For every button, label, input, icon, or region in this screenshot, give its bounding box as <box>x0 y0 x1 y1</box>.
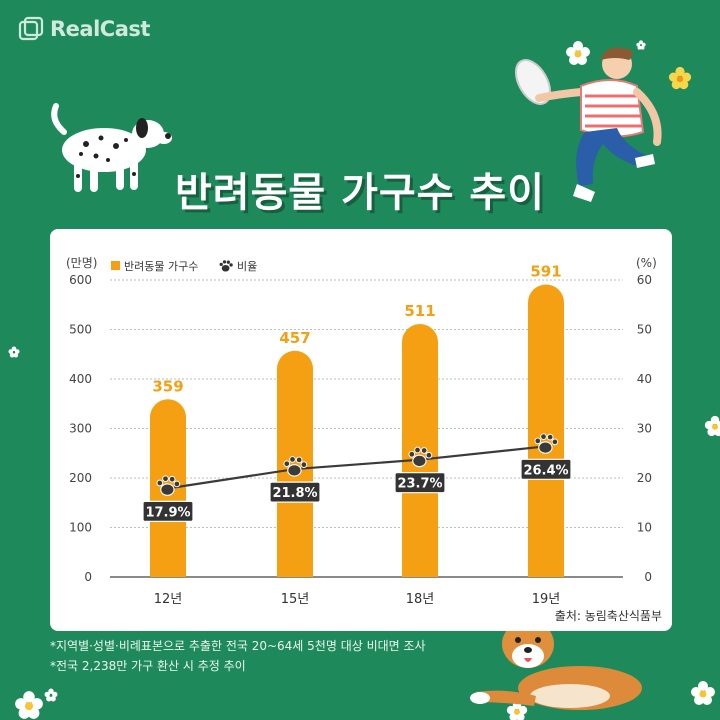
bar-labels: 359 457 511 591 <box>152 262 561 395</box>
bar-value-label: 457 <box>279 329 310 347</box>
footnote: *지역별·성별·비례표본으로 추출한 전국 20~64세 5천명 대상 비대면 … <box>50 639 426 653</box>
ratio-value-label: 21.8% <box>272 486 317 501</box>
source-text: 출처: 농림축산식품부 <box>555 609 662 623</box>
flower-icon <box>8 346 20 358</box>
bar-value-label: 511 <box>404 302 435 320</box>
left-tick-label: 600 <box>69 273 92 287</box>
page-title: 반려동물 가구수 추이 <box>174 170 546 216</box>
dalmatian-dog-illustration <box>51 103 172 192</box>
paw-marker-icon <box>156 475 181 496</box>
x-tick-label: 18년 <box>406 592 435 607</box>
flower-icon <box>44 688 58 702</box>
paw-marker-icon <box>283 456 308 477</box>
legend-bar-label: 반려동물 가구수 <box>124 260 198 273</box>
paw-marker-icon <box>534 433 559 454</box>
logo-text: RealCast <box>50 17 150 41</box>
legend-bar-swatch <box>111 261 120 270</box>
right-axis: (%) 0 10 20 30 40 50 60 <box>636 256 657 584</box>
ratio-badge <box>520 458 572 480</box>
x-tick-label: 15년 <box>281 592 310 607</box>
man-with-frisbee-illustration <box>514 47 662 202</box>
ratio-badge <box>269 481 321 503</box>
x-tick-label: 12년 <box>154 592 183 607</box>
left-tick-label: 500 <box>69 323 92 337</box>
flower-icon <box>636 40 646 50</box>
flower-icon <box>691 681 715 705</box>
left-tick-label: 300 <box>69 422 92 436</box>
bar-value-label: 591 <box>530 262 561 280</box>
logo: RealCast <box>18 16 150 42</box>
right-tick-label: 30 <box>637 422 652 436</box>
right-tick-label: 40 <box>637 372 652 386</box>
left-axis: (만명) 0 100 200 300 400 500 600 <box>66 256 97 584</box>
x-axis-labels: 12년 15년 18년 19년 <box>154 592 561 607</box>
right-tick-label: 50 <box>637 323 652 337</box>
legend-line-label: 비율 <box>237 260 257 273</box>
left-tick-label: 200 <box>69 471 92 485</box>
ratio-value-label: 26.4% <box>523 463 568 478</box>
x-tick-label: 19년 <box>532 592 561 607</box>
logo-icon <box>18 16 44 41</box>
right-tick-label: 20 <box>637 471 652 485</box>
right-tick-label: 60 <box>637 273 652 287</box>
ratio-value-label: 23.7% <box>397 477 442 492</box>
bar <box>277 350 313 577</box>
bar-line-chart: (만명) 0 100 200 300 400 500 600 (%) 0 10 20 30 40 50… <box>66 256 662 623</box>
flower-icon <box>566 41 590 65</box>
ratio-badge <box>394 472 446 494</box>
footnotes: *지역별·성별·비례표본으로 추출한 전국 20~64세 5천명 대상 비대면 … <box>50 636 426 676</box>
left-tick-label: 400 <box>69 372 92 386</box>
paw-marker-icon <box>408 446 433 468</box>
flower-icon <box>506 700 528 720</box>
ratio-value-label: 17.9% <box>145 505 190 520</box>
left-axis-unit: (만명) <box>66 256 97 270</box>
bars <box>150 284 564 577</box>
bar-value-label: 359 <box>152 377 183 395</box>
paw-icon <box>219 260 233 272</box>
legend: 반려동물 가구수 비율 <box>111 260 257 273</box>
footnote: *전국 2,238만 가구 환산 시 추정 추이 <box>50 659 246 673</box>
flower-icon <box>668 66 692 90</box>
chart-card: (만명) 0 100 200 300 400 500 600 (%) 0 10 20 30 40 50… <box>50 229 672 631</box>
line-series: 17.9% 21.8% 23.7% 26.4% <box>142 433 572 522</box>
right-axis-unit: (%) <box>636 256 657 270</box>
right-tick-label: 10 <box>637 521 652 535</box>
ratio-badge <box>142 500 194 522</box>
left-tick-label: 0 <box>84 570 92 584</box>
bar <box>528 284 564 577</box>
flower-icon <box>704 415 720 437</box>
left-tick-label: 100 <box>69 521 92 535</box>
ratio-line <box>167 445 547 490</box>
right-tick-label: 0 <box>644 570 652 584</box>
flower-icon <box>15 691 43 719</box>
